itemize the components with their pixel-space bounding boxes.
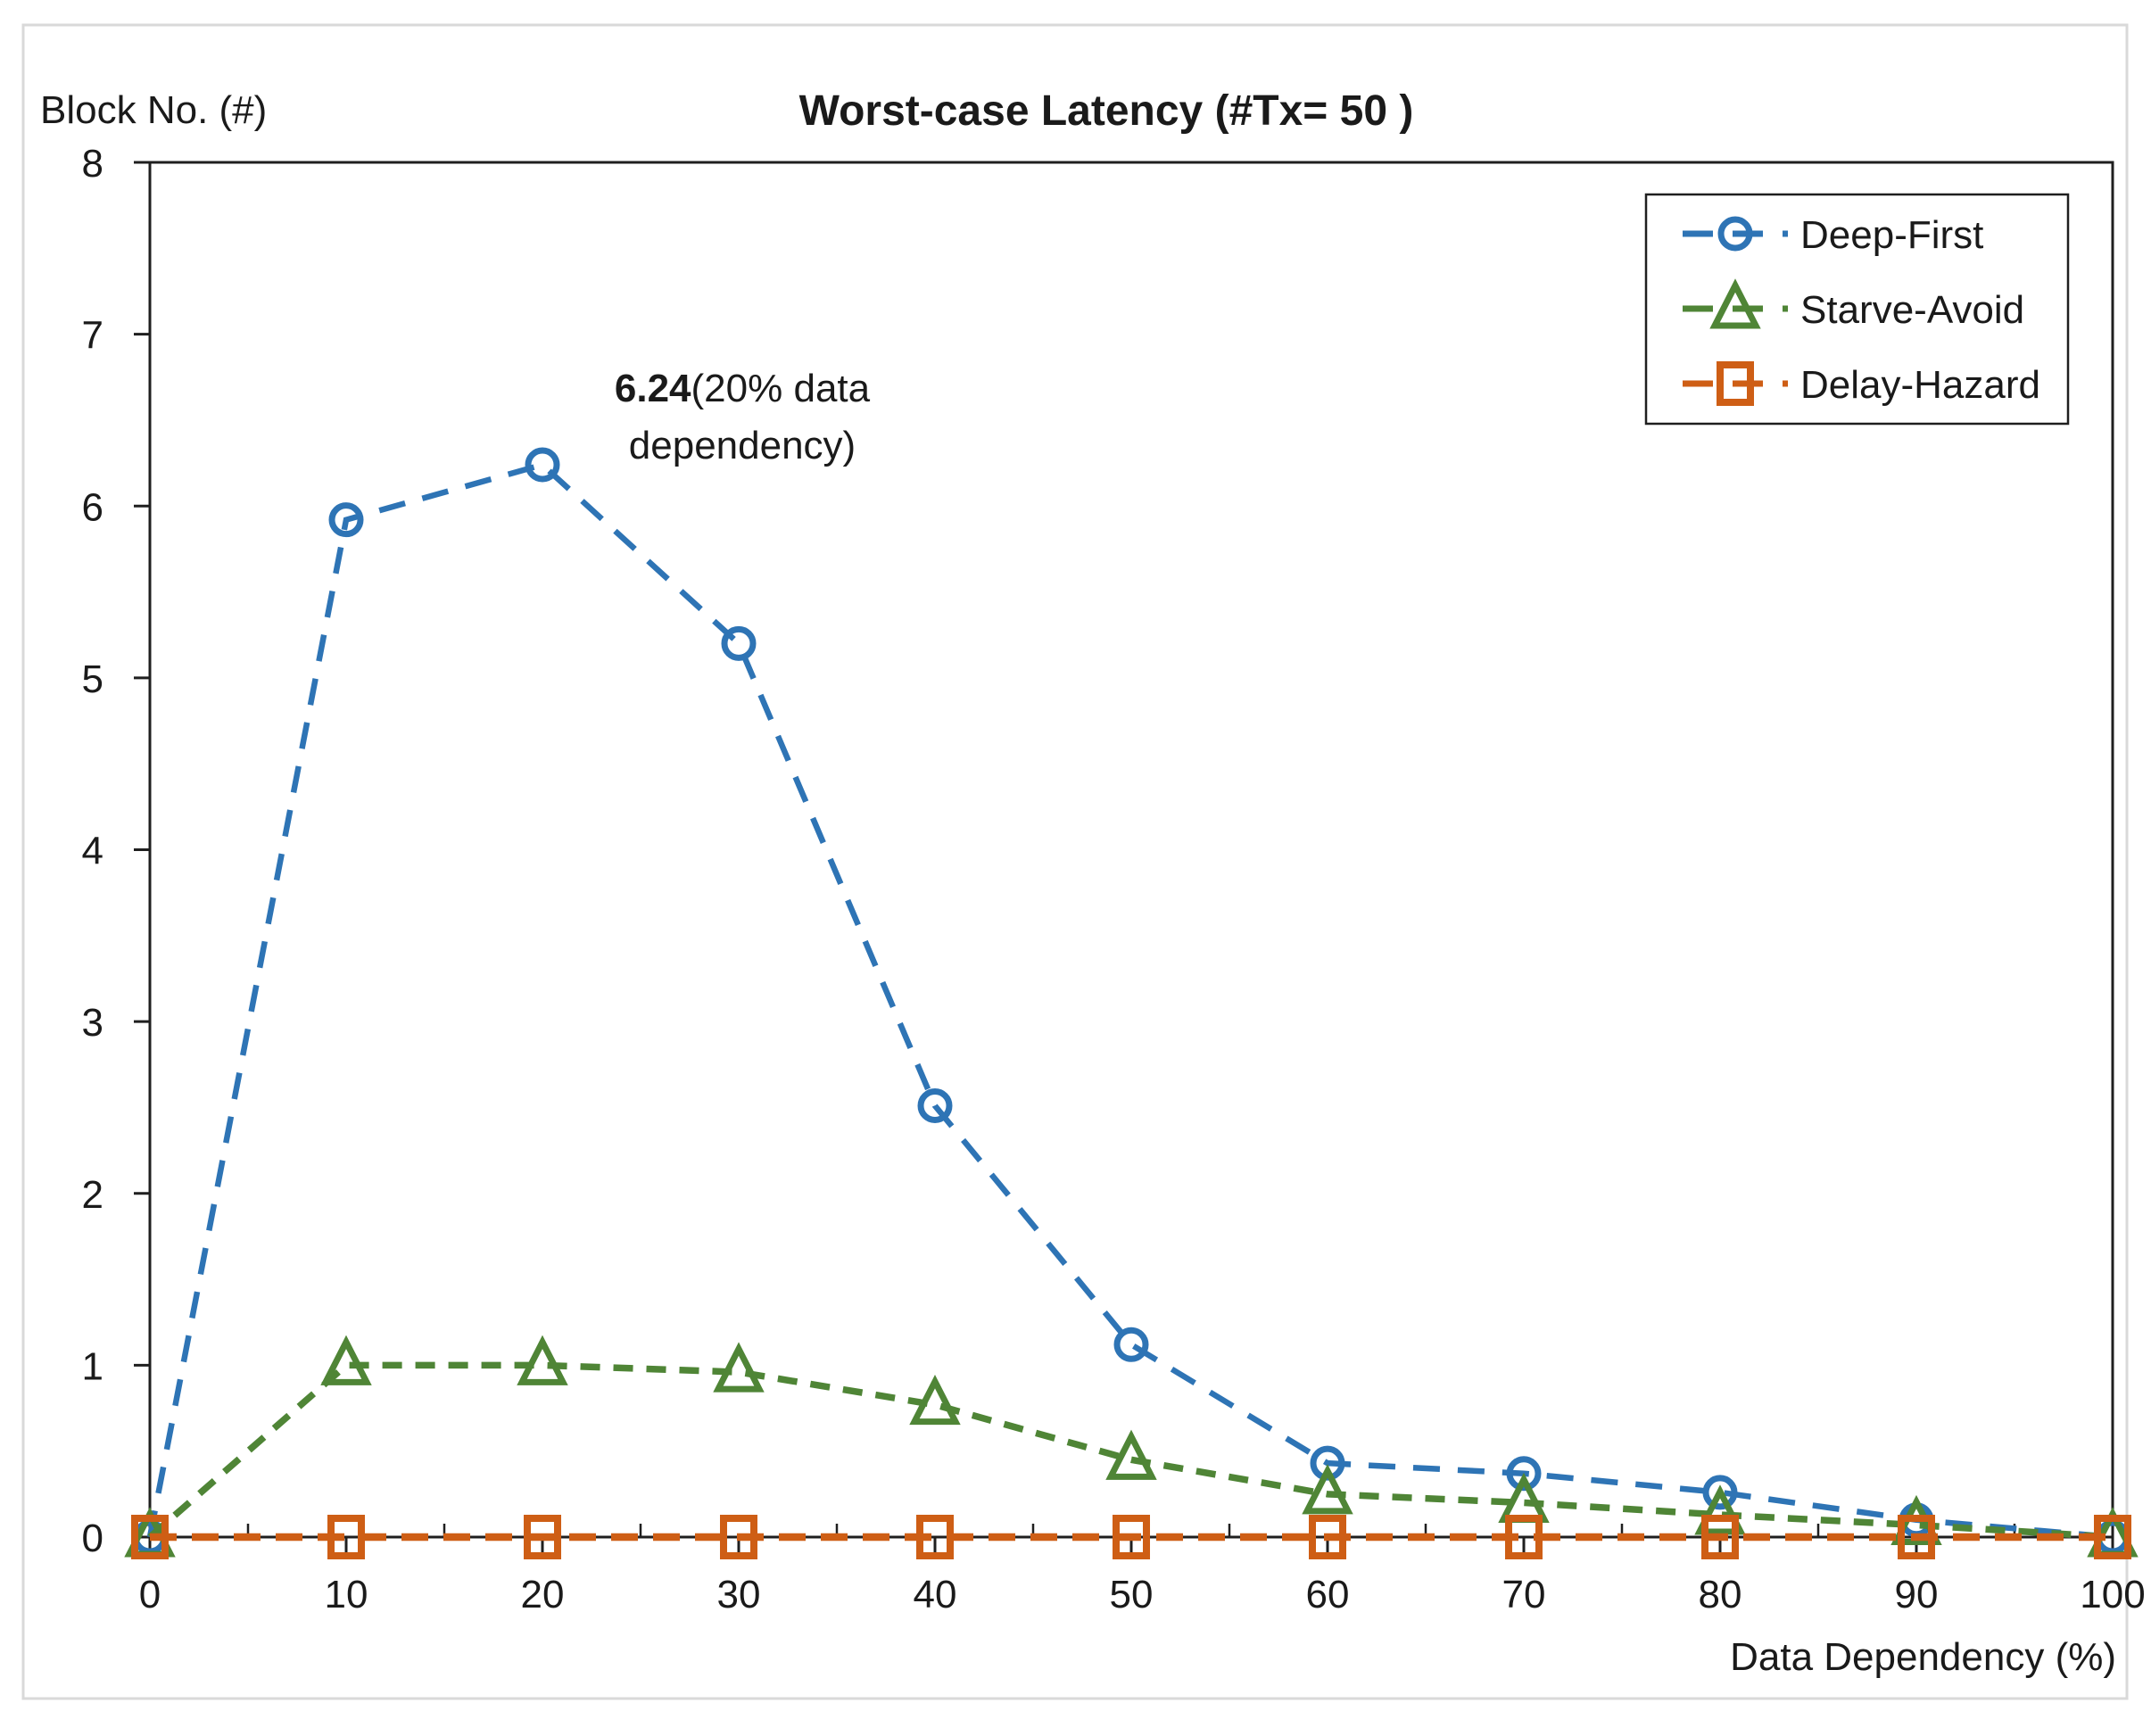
y-axis-title: Block No. (#) [40, 88, 267, 132]
marker-starve-avoid [320, 1335, 372, 1385]
legend-box [1644, 193, 2070, 426]
x-tick-label: 80 [1699, 1573, 1742, 1616]
peak-annotation-text-line1: (20% data [691, 367, 871, 410]
x-tick-label: 0 [139, 1573, 161, 1616]
marker-delay-hazard [2094, 1515, 2131, 1559]
chart-title: Worst-case Latency (#Tx= 50 ) [799, 87, 1414, 135]
x-axis-title: Data Dependency (%) [1730, 1635, 2116, 1679]
y-tick-label: 4 [82, 830, 103, 873]
marker-deep-first [1702, 1475, 1738, 1510]
y-axis-tick-labels: 0 1 2 3 4 5 6 7 8 [82, 142, 103, 1560]
marker-deep-first [917, 1088, 953, 1124]
marker-starve-avoid [1694, 1484, 1746, 1535]
marker-delay-hazard [916, 1515, 954, 1559]
marker-delay-hazard [1113, 1515, 1150, 1559]
marker-starve-avoid [1105, 1429, 1157, 1480]
x-tick-label: 40 [914, 1573, 957, 1616]
marker-deep-first [721, 625, 757, 661]
legend-item-delay-hazard: Delay-Hazard [1683, 361, 2040, 407]
marker-starve-avoid [909, 1374, 961, 1426]
x-tick-label: 30 [717, 1573, 761, 1616]
legend-label-starve-avoid: Starve-Avoid [1800, 288, 2024, 332]
x-tick-label: 100 [2080, 1573, 2145, 1616]
y-tick-label: 7 [82, 314, 103, 358]
legend-marker-starve-avoid [1709, 278, 1761, 329]
x-tick-label: 50 [1110, 1573, 1154, 1616]
marker-delay-hazard [1898, 1515, 1935, 1559]
peak-annotation: 6.24(20% data dependency) [615, 367, 871, 467]
marker-deep-first [1113, 1327, 1149, 1362]
marker-delay-hazard [720, 1515, 757, 1559]
marker-starve-avoid [1890, 1494, 1942, 1546]
y-tick-label: 5 [82, 657, 103, 701]
y-tick-label: 3 [82, 1001, 103, 1045]
x-tick-label: 60 [1306, 1573, 1350, 1616]
legend-item-deep-first: Deep-First [1683, 213, 1983, 257]
series-line-starve-avoid [147, 1361, 2114, 1541]
y-tick-label: 8 [82, 142, 103, 186]
marker-deep-first [525, 447, 560, 483]
y-tick-label: 6 [82, 485, 103, 529]
legend-item-starve-avoid: Starve-Avoid [1683, 278, 2024, 332]
x-tick-label: 20 [521, 1573, 565, 1616]
x-axis-tick-labels: 0 10 20 30 40 50 60 70 80 90 100 [139, 1573, 2146, 1616]
legend-marker-deep-first [1717, 216, 1753, 252]
legend: Deep-First Starve-Avoid Delay-Hazard [1644, 193, 2070, 426]
legend-label-deep-first: Deep-First [1800, 213, 1983, 257]
y-tick-label: 1 [82, 1344, 103, 1388]
peak-annotation-value: 6.24 [615, 367, 691, 410]
marker-delay-hazard [327, 1515, 365, 1559]
marker-deep-first [328, 502, 364, 538]
legend-marker-delay-hazard [1717, 361, 1754, 406]
legend-label-delay-hazard: Delay-Hazard [1800, 363, 2040, 407]
series-line-deep-first [146, 461, 2114, 1541]
marker-delay-hazard [1505, 1515, 1543, 1559]
legend-items: Deep-First Starve-Avoid Delay-Hazard [1683, 213, 2040, 407]
y-tick-label: 0 [82, 1517, 103, 1560]
marker-starve-avoid [1302, 1464, 1353, 1515]
peak-annotation-text-line2: dependency) [629, 424, 856, 467]
marker-starve-avoid [517, 1335, 568, 1385]
x-tick-label: 90 [1895, 1573, 1939, 1616]
x-tick-label: 70 [1502, 1573, 1546, 1616]
marker-delay-hazard [524, 1515, 561, 1559]
marker-delay-hazard [1701, 1515, 1739, 1559]
y-tick-label: 2 [82, 1173, 103, 1217]
marker-delay-hazard [1309, 1515, 1346, 1559]
x-tick-label: 10 [325, 1573, 368, 1616]
marker-delay-hazard [131, 1515, 169, 1559]
series-group [124, 447, 2139, 1559]
marker-starve-avoid [713, 1342, 765, 1393]
marker-deep-first [1506, 1456, 1542, 1492]
